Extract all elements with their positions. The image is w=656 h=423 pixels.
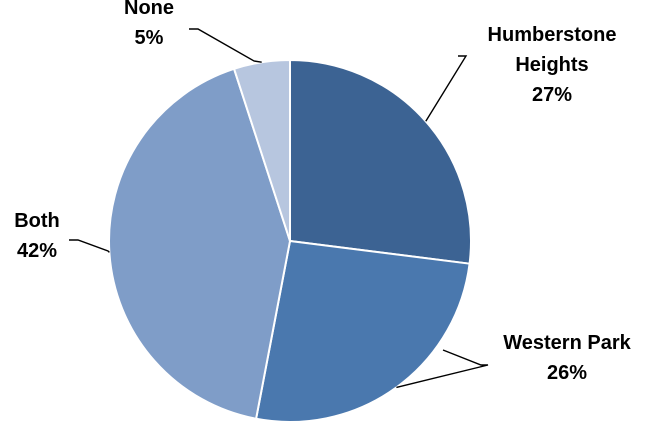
data-label-humberstone-heights: Humberstone Heights 27% bbox=[488, 24, 617, 106]
name-label-humberstone-heights: Heights bbox=[515, 54, 588, 76]
data-label-western-park: Western Park 26% bbox=[503, 332, 631, 384]
name-label-both: Both bbox=[14, 210, 60, 232]
leader-lines bbox=[69, 28, 489, 389]
percent-label-both: 42% bbox=[17, 240, 57, 262]
percent-label-none: 5% bbox=[135, 27, 164, 49]
leader-line-both bbox=[69, 239, 110, 253]
name-label-humberstone-heights: Humberstone bbox=[488, 24, 617, 46]
percent-label-humberstone-heights: 27% bbox=[532, 84, 572, 106]
pie-slices bbox=[108, 58, 472, 423]
data-label-none: None 5% bbox=[124, 0, 174, 49]
leader-line-humberstone-heights bbox=[425, 55, 468, 122]
pie-slice-western-park bbox=[254, 239, 471, 423]
pie-slice-both bbox=[108, 67, 292, 420]
name-label-western-park: Western Park bbox=[503, 332, 631, 354]
leader-line-none bbox=[189, 28, 262, 63]
pie-slice-humberstone-heights bbox=[289, 58, 472, 265]
percent-label-western-park: 26% bbox=[547, 362, 587, 384]
data-label-both: Both 42% bbox=[14, 210, 60, 262]
slice-labels: Humberstone Heights 27% Western Park 26% Both… bbox=[14, 0, 631, 384]
name-label-none: None bbox=[124, 0, 174, 19]
leader-line-western-park bbox=[396, 349, 489, 389]
